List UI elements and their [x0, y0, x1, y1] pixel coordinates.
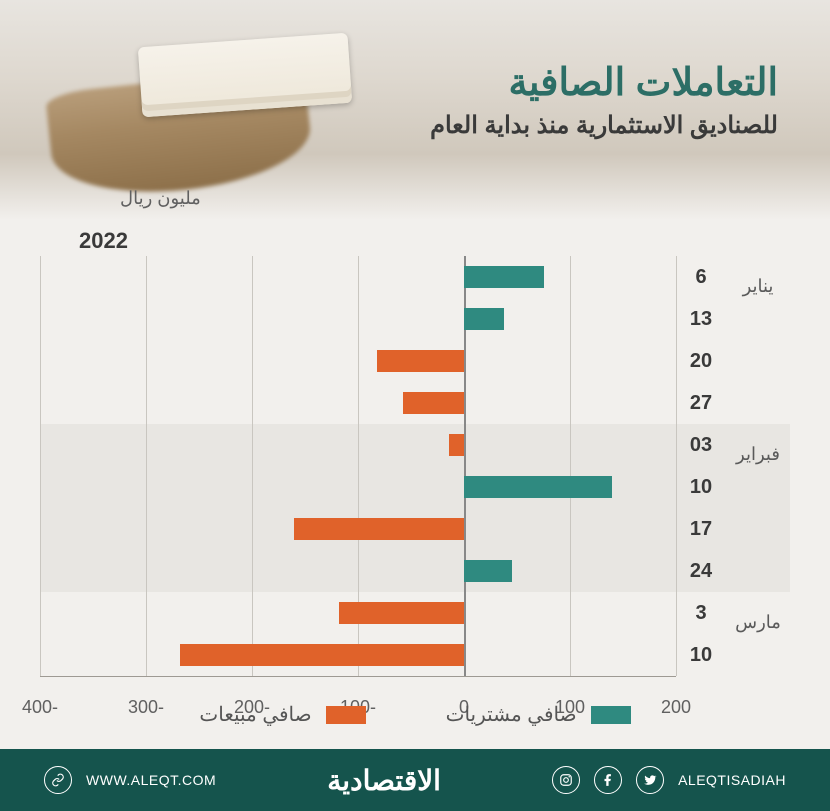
unit-label: مليون ريال — [120, 188, 201, 209]
plot-area: 400-300-200-100-0100200 — [40, 256, 676, 686]
day-label: 10 — [676, 634, 726, 676]
legend-item-sales: صافي مبيعات — [199, 702, 365, 727]
link-icon — [44, 766, 72, 794]
month-column: ينايرفبرايرمارس — [726, 256, 790, 686]
x-axis — [40, 676, 676, 677]
footer-url: WWW.ALEQT.COM — [86, 772, 216, 788]
bar — [339, 602, 464, 624]
footer-social: ALEQTISADIAH — [552, 766, 786, 794]
bar — [294, 518, 464, 540]
legend-label-purchases: صافي مشتريات — [446, 702, 577, 727]
legend-item-purchases: صافي مشتريات — [446, 702, 631, 727]
legend: صافي مشتريات صافي مبيعات — [0, 702, 830, 727]
day-column: 613202703101724310 — [676, 256, 726, 686]
day-label: 03 — [676, 424, 726, 466]
title-sub: للصناديق الاستثمارية منذ بداية العام — [430, 111, 778, 140]
legend-swatch-sales — [326, 706, 366, 724]
grid-line — [252, 256, 253, 676]
grid-line — [146, 256, 147, 676]
month-label: فبراير — [726, 424, 790, 592]
grid-line — [40, 256, 41, 676]
footer: ALEQTISADIAH الاقتصادية WWW.ALEQT.COM — [0, 749, 830, 811]
footer-handle: ALEQTISADIAH — [678, 772, 786, 788]
twitter-icon[interactable] — [636, 766, 664, 794]
day-label: 17 — [676, 508, 726, 550]
day-label: 20 — [676, 340, 726, 382]
year-label: 2022 — [79, 228, 128, 254]
legend-label-sales: صافي مبيعات — [199, 702, 311, 727]
legend-swatch-purchases — [591, 706, 631, 724]
title-block: التعاملات الصافية للصناديق الاستثمارية م… — [430, 60, 778, 140]
month-label: مارس — [726, 592, 790, 676]
bar — [464, 560, 512, 582]
bar — [464, 308, 504, 330]
grid-line — [676, 256, 677, 676]
day-label: 10 — [676, 466, 726, 508]
day-label: 13 — [676, 298, 726, 340]
bar — [180, 644, 464, 666]
bar — [377, 350, 464, 372]
footer-brand: الاقتصادية — [327, 764, 441, 797]
day-label: 27 — [676, 382, 726, 424]
day-label: 3 — [676, 592, 726, 634]
facebook-icon[interactable] — [594, 766, 622, 794]
bar — [403, 392, 464, 414]
month-label: يناير — [726, 256, 790, 424]
title-main: التعاملات الصافية — [430, 60, 778, 105]
day-label: 24 — [676, 550, 726, 592]
footer-link[interactable]: WWW.ALEQT.COM — [44, 766, 216, 794]
instagram-icon[interactable] — [552, 766, 580, 794]
chart: ينايرفبرايرمارس 613202703101724310 400-3… — [40, 256, 790, 686]
bar — [449, 434, 464, 456]
day-label: 6 — [676, 256, 726, 298]
grid-line — [570, 256, 571, 676]
bar — [464, 476, 612, 498]
bar — [464, 266, 544, 288]
